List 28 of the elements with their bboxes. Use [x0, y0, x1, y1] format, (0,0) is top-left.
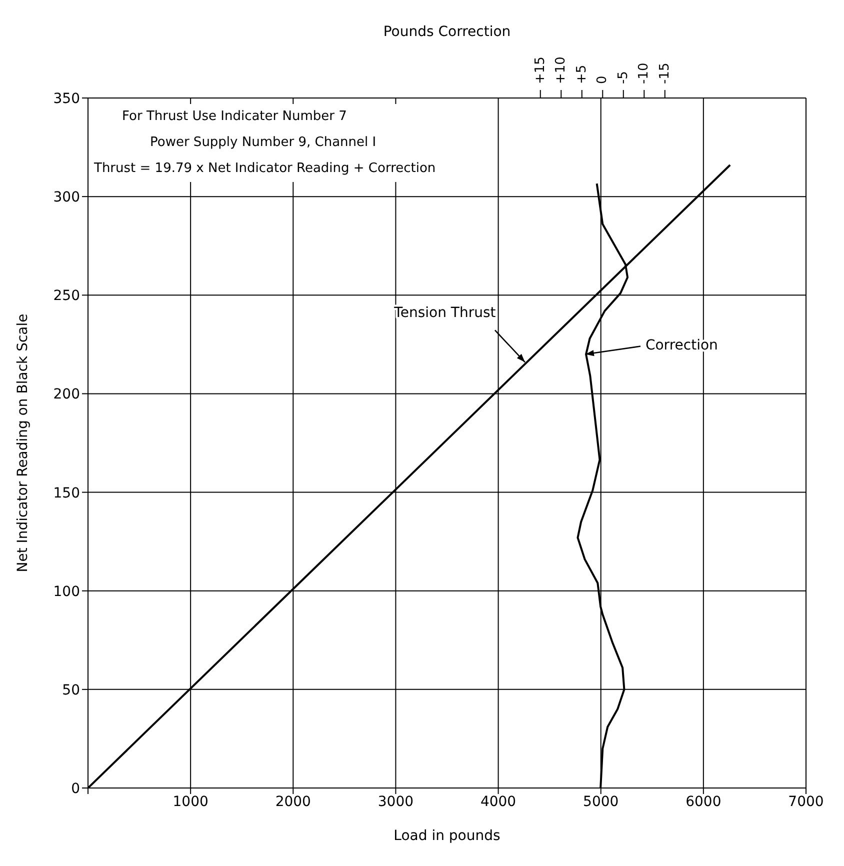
x-tick-label: 5000: [583, 794, 619, 810]
x2-tick-label: -5: [616, 71, 631, 84]
x-tick-label: 2000: [275, 794, 311, 810]
annotation: Thrust = 19.79 x Net Indicator Reading + Correction: [94, 160, 436, 178]
y-tick-label: 250: [53, 288, 80, 304]
annotation: Power Supply Number 9, Channel I: [149, 134, 378, 152]
x2-tick-label: 0: [595, 76, 610, 84]
x2-tick-label: +15: [532, 56, 548, 84]
x-tick-label: 3000: [378, 794, 414, 810]
y-tick-label: 100: [53, 584, 80, 600]
y-tick-label: 200: [53, 386, 80, 403]
x-axis-title: Load in pounds: [394, 828, 500, 844]
x2-tick-label: -10: [636, 62, 652, 84]
x-tick-label: 4000: [480, 794, 516, 810]
x2-axis-title: Pounds Correction: [383, 24, 511, 40]
x-tick-label: 6000: [686, 794, 722, 810]
annotation: For Thrust Use Indicater Number 7: [121, 108, 348, 126]
x2-tick-label: +5: [574, 64, 590, 84]
y-tick-label: 150: [53, 485, 80, 502]
x2-tick-label: +10: [554, 56, 569, 84]
y-tick-label: 50: [62, 682, 80, 698]
y-tick-label: 300: [53, 190, 80, 206]
x-tick-label: 1000: [172, 794, 208, 810]
y-axis-title: Net Indicator Reading on Black Scale: [14, 314, 31, 572]
x2-tick-label: -15: [657, 62, 672, 84]
y-tick-label: 350: [53, 90, 80, 107]
x-tick-label: 7000: [788, 794, 824, 810]
y-tick-label: 0: [71, 780, 80, 797]
